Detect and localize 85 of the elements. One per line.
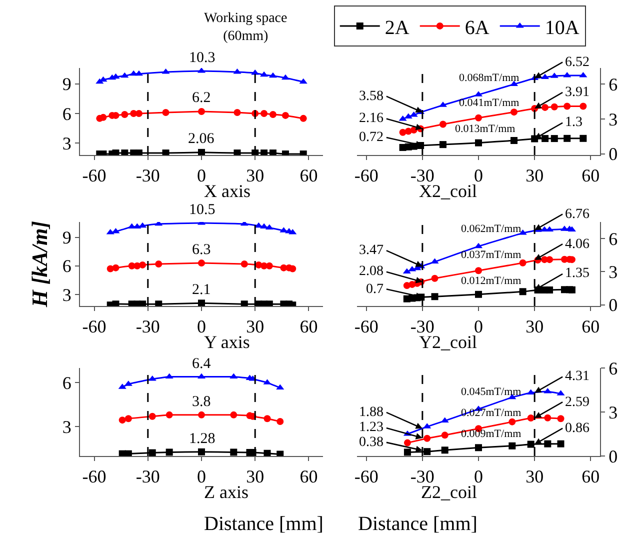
- annotation: 3.47: [359, 243, 384, 258]
- y-tick-label: 3: [62, 133, 72, 154]
- y-tick-label: 3: [608, 262, 618, 282]
- x-tick-label: 60: [300, 166, 318, 186]
- y-tick-label: 0: [608, 144, 618, 164]
- annotation: 2.59: [565, 395, 590, 410]
- y-tick-label: 6: [62, 372, 72, 393]
- y-tick-label: 6: [608, 358, 618, 378]
- x-tick-label: -30: [136, 316, 160, 337]
- x-tick-label: 60: [582, 166, 600, 186]
- y-tick-label: 3: [62, 416, 72, 437]
- x-tick-label: -30: [136, 166, 160, 186]
- x-tick-label: -60: [354, 166, 378, 186]
- annotation: 1.3: [565, 115, 582, 130]
- x-tick-label: 60: [582, 316, 600, 337]
- x-tick-label: 30: [526, 466, 544, 487]
- chart-title: Working space (60mm): [204, 11, 288, 44]
- y-tick-label: 9: [62, 74, 72, 94]
- annotation: 0.009mT/mm: [461, 428, 522, 440]
- x-tick-label: 0: [474, 466, 483, 487]
- annotation: 2.16: [359, 111, 384, 126]
- y-tick-label: 9: [62, 228, 72, 248]
- annotation: 0.86: [565, 421, 590, 436]
- annotation: 0.037mT/mm: [461, 249, 522, 261]
- y-tick-label: 6: [62, 104, 72, 124]
- text: Distance [mm]: [204, 513, 324, 535]
- x-tick-label: 0: [197, 466, 206, 487]
- y-tick-label: 3: [608, 109, 618, 130]
- x-tick-label: -60: [82, 166, 106, 186]
- x-tick-label: 60: [300, 316, 318, 337]
- legend-label: 2A: [384, 16, 410, 39]
- annotation: 0.062mT/mm: [461, 223, 522, 235]
- annotation: 6.2: [192, 90, 211, 106]
- x-tick-label: -60: [82, 316, 106, 337]
- annotation: 2.08: [359, 264, 384, 279]
- annotation: 0.38: [359, 435, 384, 450]
- y-tick-label: 6: [608, 74, 618, 95]
- annotation: 4.31: [565, 369, 590, 384]
- x-tick-label: 0: [474, 316, 483, 337]
- y-axis-title: H [kA/m]: [27, 220, 52, 308]
- annotation: 6.3: [192, 242, 211, 258]
- y-tick-label: 3: [62, 284, 72, 305]
- x-tick-label: 30: [526, 316, 544, 337]
- annotation: 1.23: [359, 420, 384, 435]
- y-tick-label: 3: [608, 402, 618, 422]
- annotation: 2.1: [192, 282, 211, 298]
- x-tick-label: 30: [526, 166, 544, 186]
- x-tick-label: -60: [82, 466, 106, 487]
- x-tick-label: 60: [582, 466, 600, 487]
- annotation: 6.4: [192, 356, 212, 372]
- annotation: 0.012mT/mm: [461, 275, 522, 287]
- x-tick-label: -30: [136, 466, 160, 487]
- y-tick-label: 6: [608, 228, 618, 249]
- y-tick-label: 0: [608, 446, 618, 466]
- annotation: 3.8: [192, 394, 211, 410]
- x-tick-label: 0: [197, 316, 206, 337]
- annotation: 0.045mT/mm: [461, 386, 522, 398]
- annotation: 0.72: [359, 130, 384, 145]
- annotation: 3.91: [565, 85, 590, 100]
- annotation: 1.35: [565, 266, 590, 281]
- annotation: 6.76: [565, 207, 590, 222]
- x-axis-title: Z axis: [204, 482, 248, 502]
- annotation: 3.58: [359, 89, 384, 104]
- y-tick-label: 0: [608, 295, 618, 316]
- annotation: 0.7: [366, 282, 384, 297]
- annotation: 0.068mT/mm: [459, 72, 520, 84]
- x-tick-label: 0: [474, 166, 483, 186]
- annotation: 1.88: [359, 405, 384, 420]
- x-tick-label: 60: [300, 466, 318, 487]
- y-tick-label: 6: [62, 256, 72, 276]
- annotation: 2.06: [188, 131, 215, 147]
- annotation: 10.3: [189, 50, 216, 66]
- legend-label: 6A: [464, 16, 490, 39]
- annotation: 4.06: [565, 237, 590, 252]
- annotation: 0.013mT/mm: [455, 123, 516, 135]
- x-tick-label: 0: [197, 166, 206, 186]
- annotation: 1.28: [189, 431, 216, 447]
- annotation: 6.52: [565, 55, 590, 70]
- annotation: 10.5: [189, 202, 216, 218]
- x-tick-label: 30: [246, 466, 264, 487]
- annotation: 0.041mT/mm: [459, 97, 520, 109]
- x-tick-label: -60: [354, 316, 378, 337]
- x-tick-label: -60: [354, 466, 378, 487]
- legend-label: 10A: [544, 16, 580, 39]
- text: Distance [mm]: [358, 513, 478, 535]
